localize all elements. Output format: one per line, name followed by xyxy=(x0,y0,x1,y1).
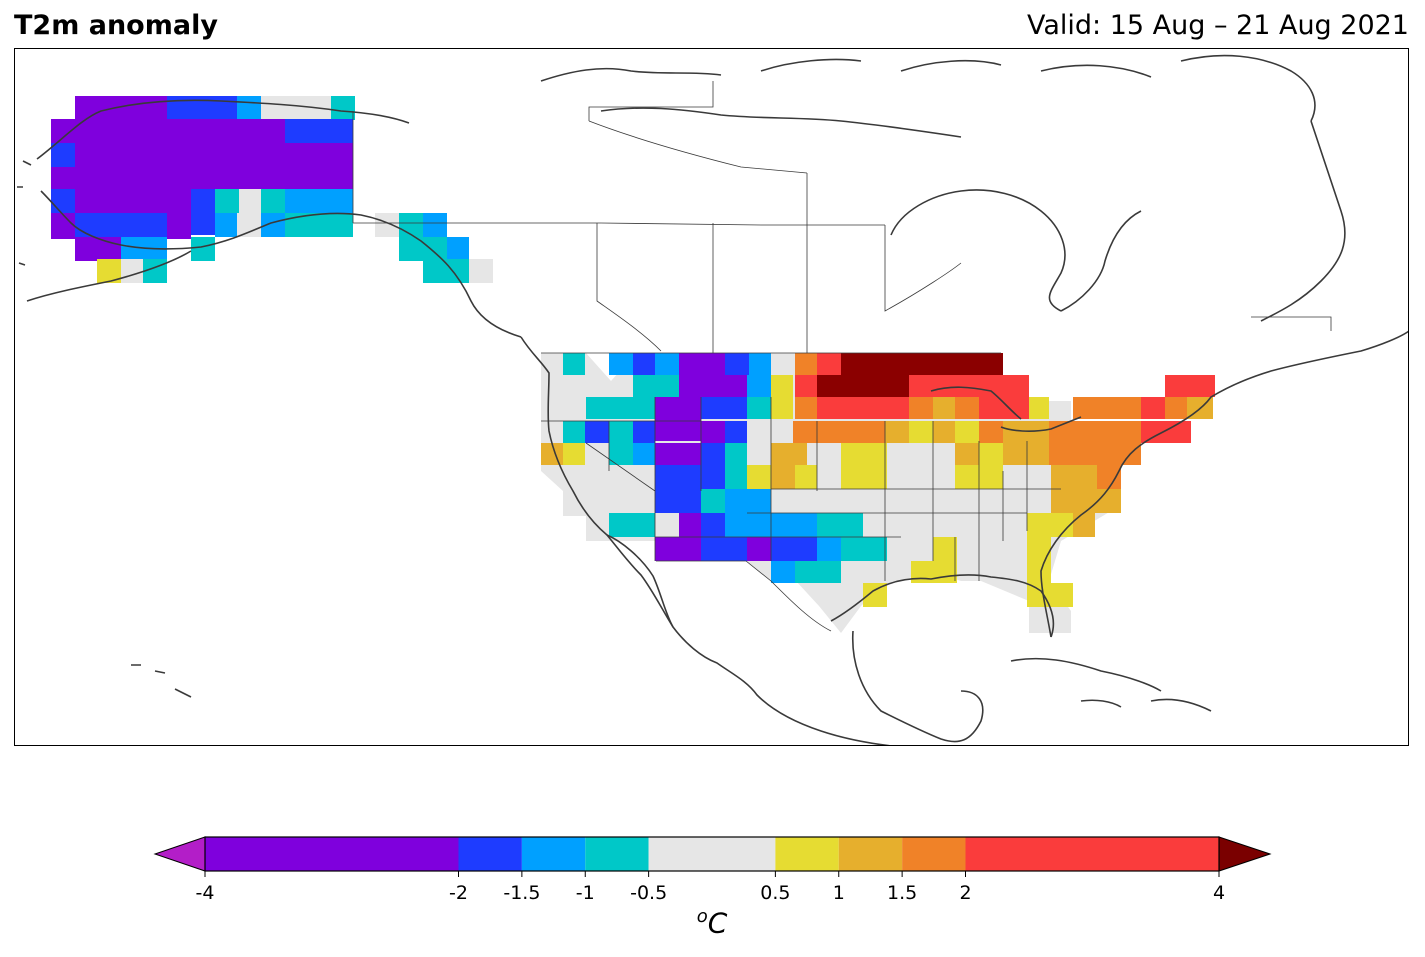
colorbar-unit: oC xyxy=(696,906,728,940)
colorbar-bin xyxy=(775,837,839,871)
colorbar-bin xyxy=(902,837,966,871)
map-panel xyxy=(14,48,1409,746)
colorbar-over-triangle xyxy=(1218,836,1272,872)
colorbar-tick-label: 0.5 xyxy=(760,882,791,904)
valid-period: Valid: 15 Aug – 21 Aug 2021 xyxy=(1026,10,1409,41)
alaska-anomaly-cells xyxy=(51,96,493,283)
map-title: T2m anomaly xyxy=(14,10,218,41)
colorbar-bin xyxy=(585,837,649,871)
coastlines xyxy=(17,54,1408,745)
colorbar-tick-label: 1.5 xyxy=(887,882,918,904)
colorbar-bin xyxy=(838,837,903,871)
colorbar-tick-label: 4 xyxy=(1212,882,1226,904)
colorbar-bin xyxy=(458,837,522,871)
colorbar-tick-label: -2 xyxy=(449,882,468,904)
colorbar-tick-label: -1.5 xyxy=(503,882,541,904)
colorbar-ticks xyxy=(204,871,1220,877)
colorbar-bin xyxy=(521,837,586,871)
colorbar-tick-label: 2 xyxy=(959,882,972,904)
colorbar-tick-label: -4 xyxy=(195,882,215,904)
anomaly-map xyxy=(17,54,1408,745)
colorbar-tick-label: -0.5 xyxy=(630,882,668,904)
colorbar-bin xyxy=(965,837,1219,871)
colorbar-tick-label: -1 xyxy=(575,882,595,904)
colorbar-tick-label: 1 xyxy=(832,882,845,904)
colorbar-outline xyxy=(204,836,1220,872)
colorbar-under-triangle xyxy=(153,836,206,872)
colorbar-bin xyxy=(648,837,776,871)
conus-anomaly-cells xyxy=(541,353,1215,633)
colorbar-bin xyxy=(205,837,459,871)
political-borders xyxy=(352,81,1332,632)
colorbar-bins xyxy=(205,837,1219,871)
